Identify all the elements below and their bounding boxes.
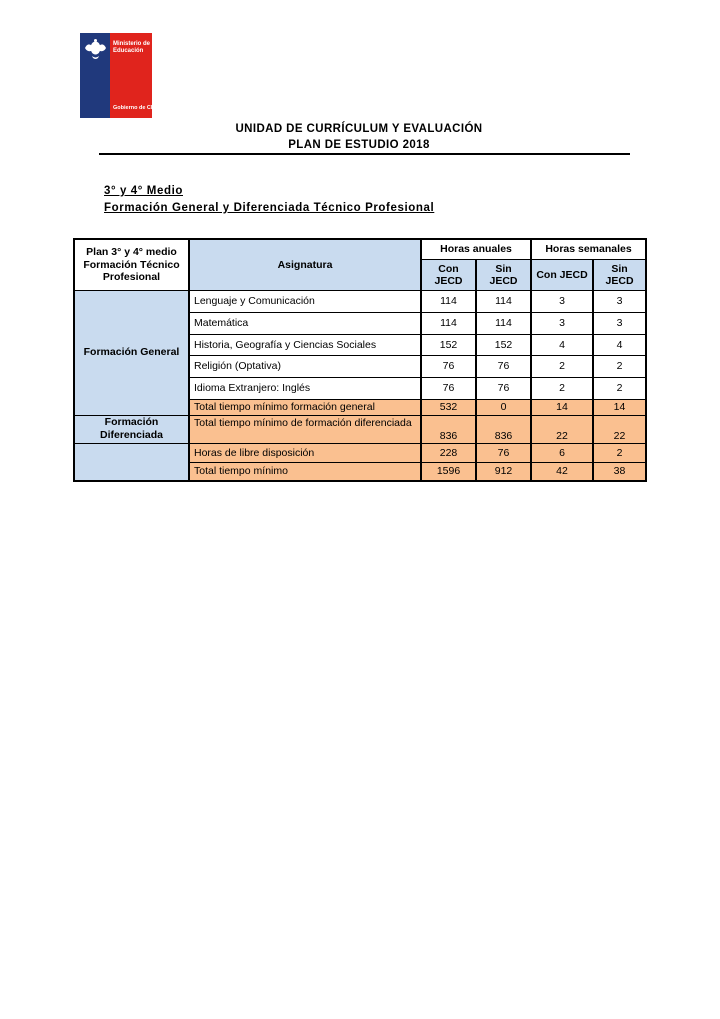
value-cell: 0: [474, 398, 533, 416]
value-cell: 912: [474, 461, 533, 482]
value-cell: 114: [474, 311, 533, 335]
header-semanal-con-jecd: Con JECD: [530, 258, 595, 291]
value-cell: 42: [530, 461, 595, 482]
value-cell: 836: [420, 414, 477, 444]
logo-blue-panel: [80, 33, 110, 118]
header-asignatura: Asignatura: [188, 238, 422, 291]
table-row-total-minimo: Total tiempo mínimo 1596 912 42 38: [74, 461, 648, 482]
value-cell: 114: [420, 289, 477, 313]
value-cell: 2: [530, 376, 595, 400]
subject-cell: Total tiempo mínimo de formación diferen…: [188, 414, 422, 444]
value-cell: 1596: [420, 461, 477, 482]
value-cell: 14: [530, 398, 595, 416]
value-cell: 22: [592, 414, 648, 444]
table-row: Historia, Geografía y Ciencias Sociales …: [74, 333, 648, 356]
table-row: Matemática 114 114 3 3: [74, 311, 648, 335]
value-cell: 76: [474, 376, 533, 400]
value-cell: 3: [592, 289, 648, 313]
subtitle-grade: 3° y 4° Medio: [104, 185, 183, 197]
document-title: UNIDAD DE CURRÍCULUM Y EVALUACIÓN PLAN D…: [73, 121, 645, 153]
value-cell: 152: [420, 333, 477, 356]
subtitle-program: Formación General y Diferenciada Técnico…: [104, 202, 435, 214]
value-cell: 76: [420, 376, 477, 400]
value-cell: 3: [592, 311, 648, 335]
value-cell: 14: [592, 398, 648, 416]
header-semanal-sin-jecd: Sin JECD: [592, 258, 648, 291]
value-cell: 4: [530, 333, 595, 356]
value-cell: 3: [530, 311, 595, 335]
plan-table: Plan 3° y 4° medio Formación Técnico Pro…: [73, 238, 648, 482]
value-cell: 4: [592, 333, 648, 356]
value-cell: 152: [474, 333, 533, 356]
header-plan: Plan 3° y 4° medio Formación Técnico Pro…: [73, 238, 190, 291]
header-anual-con-jecd: Con JECD: [420, 258, 477, 291]
value-cell: 38: [592, 461, 648, 482]
subject-cell: Historia, Geografía y Ciencias Sociales: [188, 333, 422, 356]
subject-cell: Total tiempo mínimo: [188, 461, 422, 482]
subject-cell: Lenguaje y Comunicación: [188, 289, 422, 313]
section-formacion-general: Formación General: [73, 289, 190, 416]
coat-of-arms-icon: [85, 39, 106, 59]
header-horas-semanales: Horas semanales: [530, 238, 648, 260]
subject-cell: Religión (Optativa): [188, 354, 422, 378]
value-cell: 532: [420, 398, 477, 416]
table-row-total-general: Total tiempo mínimo formación general 53…: [74, 398, 648, 416]
ministry-label: Ministerio de Educación: [113, 41, 151, 54]
value-cell: 836: [474, 414, 533, 444]
value-cell: 6: [530, 442, 595, 463]
header-row-sub: Con JECD Sin JECD Con JECD Sin JECD: [74, 258, 648, 291]
value-cell: 2: [592, 376, 648, 400]
table-row: Idioma Extranjero: Inglés 76 76 2 2: [74, 376, 648, 400]
mineduc-logo: Ministerio de Educación Gobierno de Chil…: [80, 33, 161, 118]
section-formacion-diferenciada: Formación Diferenciada: [73, 414, 190, 444]
header-row-groups: Plan 3° y 4° medio Formación Técnico Pro…: [73, 238, 648, 291]
value-cell: 76: [420, 354, 477, 378]
value-cell: 114: [420, 311, 477, 335]
header-anual-sin-jecd: Sin JECD: [474, 258, 533, 291]
table-row: Formación General Lenguaje y Comunicació…: [73, 289, 648, 416]
value-cell: 228: [420, 442, 477, 463]
subject-cell: Total tiempo mínimo formación general: [188, 398, 422, 416]
value-cell: 22: [530, 414, 595, 444]
plan-table-wrap: Plan 3° y 4° medio Formación Técnico Pro…: [73, 238, 648, 482]
government-label: Gobierno de Chile: [113, 105, 161, 111]
value-cell: 114: [474, 289, 533, 313]
table-row: Religión (Optativa) 76 76 2 2: [74, 354, 648, 378]
title-line-1: UNIDAD DE CURRÍCULUM Y EVALUACIÓN: [235, 123, 483, 135]
title-line-2: PLAN DE ESTUDIO 2018: [288, 139, 430, 151]
value-cell: 2: [592, 442, 648, 463]
value-cell: 2: [592, 354, 648, 378]
section-empty: [73, 442, 190, 482]
subject-cell: Idioma Extranjero: Inglés: [188, 376, 422, 400]
subject-cell: Horas de libre disposición: [188, 442, 422, 463]
value-cell: 3: [530, 289, 595, 313]
table-row-libre-disposicion: Horas de libre disposición 228 76 6 2: [73, 442, 648, 482]
value-cell: 76: [474, 442, 533, 463]
value-cell: 2: [530, 354, 595, 378]
header-horas-anuales: Horas anuales: [419, 238, 533, 260]
subtitle-block: 3° y 4° Medio Formación General y Difere…: [104, 183, 434, 217]
title-underline: [99, 153, 630, 155]
subject-cell: Matemática: [188, 311, 422, 335]
table-row-total-diferenciada: Formación Diferenciada Total tiempo míni…: [73, 414, 648, 444]
logo-red-panel: Ministerio de Educación Gobierno de Chil…: [110, 33, 161, 118]
value-cell: 76: [474, 354, 533, 378]
